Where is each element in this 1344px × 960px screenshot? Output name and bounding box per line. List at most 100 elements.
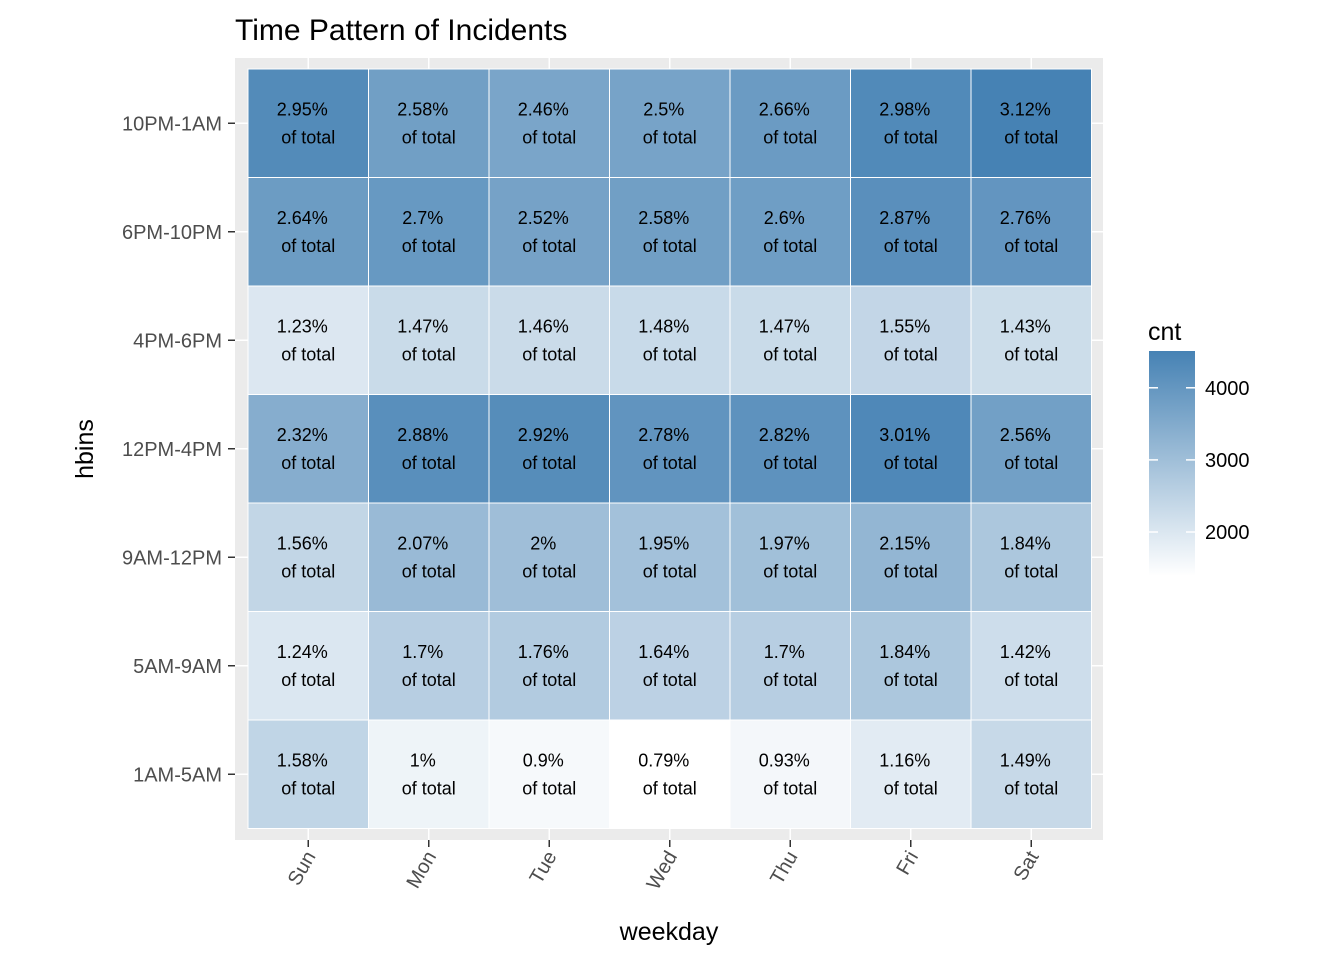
heatmap-cell (368, 68, 490, 178)
heatmap-cell (488, 611, 610, 721)
cell-suffix-label: of total (522, 127, 576, 147)
y-tick-label: 1AM-5AM (133, 764, 222, 786)
heatmap-cell (368, 719, 490, 829)
cell-labels: 2.95% of total 2.58% of total 2.46% of total 2… (277, 99, 1059, 798)
cell-suffix-label: of total (884, 453, 938, 473)
heatmap-cell (609, 68, 731, 178)
cell-suffix-label: of total (763, 344, 817, 364)
legend-ticks: 2000 3000 4000 (1149, 378, 1250, 544)
cell-percent-label: 1.97% (759, 533, 810, 553)
cell-percent-label: 2.52% (518, 208, 569, 228)
cell-suffix-label: of total (281, 453, 335, 473)
heatmap-cells (247, 68, 1092, 829)
heatmap-cell (488, 177, 610, 287)
x-tick-label: Tue (526, 848, 562, 888)
cell-suffix-label: of total (884, 236, 938, 256)
cell-suffix-label: of total (1004, 453, 1058, 473)
y-tick-label: 4PM-6PM (133, 330, 222, 352)
heatmap-cell (850, 177, 972, 287)
cell-suffix-label: of total (643, 778, 697, 798)
heatmap-cell (850, 719, 972, 829)
heatmap-cell (729, 611, 851, 721)
cell-percent-label: 1.47% (759, 316, 810, 336)
x-tick-label: Wed (643, 848, 682, 894)
heatmap-cell (850, 502, 972, 612)
cell-percent-label: 3.01% (879, 425, 930, 445)
heatmap-cell (970, 394, 1092, 504)
cell-suffix-label: of total (643, 344, 697, 364)
cell-percent-label: 2.88% (397, 425, 448, 445)
legend-tick-label: 2000 (1205, 522, 1250, 544)
cell-percent-label: 1.95% (638, 533, 689, 553)
legend-colorbar (1149, 351, 1195, 576)
y-tick-label: 10PM-1AM (122, 113, 222, 135)
cell-percent-label: 0.9% (523, 750, 564, 770)
cell-percent-label: 1.43% (1000, 316, 1051, 336)
cell-percent-label: 2.82% (759, 425, 810, 445)
cell-suffix-label: of total (522, 453, 576, 473)
cell-percent-label: 1.84% (879, 642, 930, 662)
cell-percent-label: 0.79% (638, 750, 689, 770)
heatmap-cell (970, 285, 1092, 395)
x-tick-label: Sat (1010, 847, 1044, 884)
cell-percent-label: 2.46% (518, 99, 569, 119)
cell-percent-label: 1.46% (518, 316, 569, 336)
cell-percent-label: 2.87% (879, 208, 930, 228)
heatmap-cell (368, 611, 490, 721)
heatmap-cell (850, 394, 972, 504)
y-tick-label: 6PM-10PM (122, 222, 222, 244)
heatmap-cell (247, 502, 369, 612)
heatmap-cell (850, 611, 972, 721)
cell-suffix-label: of total (522, 344, 576, 364)
cell-suffix-label: of total (643, 127, 697, 147)
y-axis: 10PM-1AM 6PM-10PM 4PM-6PM 12PM-4PM 9AM-12PM 5… (122, 113, 235, 786)
x-tick-label: Sun (284, 848, 321, 890)
y-tick-label: 5AM-9AM (133, 656, 222, 678)
cell-suffix-label: of total (402, 778, 456, 798)
heatmap-cell (850, 68, 972, 178)
cell-percent-label: 1.58% (277, 750, 328, 770)
heatmap-cell (368, 394, 490, 504)
heatmap-cell (850, 285, 972, 395)
cell-suffix-label: of total (763, 561, 817, 581)
cell-suffix-label: of total (643, 453, 697, 473)
heatmap-cell (729, 502, 851, 612)
heatmap-cell (247, 285, 369, 395)
heatmap-cell (488, 502, 610, 612)
cell-percent-label: 1.42% (1000, 642, 1051, 662)
heatmap-cell (609, 719, 731, 829)
cell-percent-label: 1.23% (277, 316, 328, 336)
heatmap-cell (368, 285, 490, 395)
heatmap-cell (488, 285, 610, 395)
cell-suffix-label: of total (281, 236, 335, 256)
x-tick-label: Mon (403, 848, 442, 893)
cell-suffix-label: of total (643, 561, 697, 581)
cell-suffix-label: of total (1004, 344, 1058, 364)
cell-percent-label: 1.56% (277, 533, 328, 553)
cell-percent-label: 0.93% (759, 750, 810, 770)
cell-percent-label: 1.76% (518, 642, 569, 662)
heatmap-cell (729, 719, 851, 829)
cell-percent-label: 1% (410, 750, 436, 770)
heatmap-cell (247, 719, 369, 829)
cell-percent-label: 2.5% (643, 99, 684, 119)
cell-suffix-label: of total (281, 561, 335, 581)
cell-percent-label: 1.64% (638, 642, 689, 662)
cell-percent-label: 2.76% (1000, 208, 1051, 228)
cell-percent-label: 2.32% (277, 425, 328, 445)
cell-suffix-label: of total (643, 670, 697, 690)
cell-suffix-label: of total (1004, 236, 1058, 256)
cell-suffix-label: of total (763, 670, 817, 690)
cell-suffix-label: of total (522, 670, 576, 690)
cell-suffix-label: of total (643, 236, 697, 256)
cell-suffix-label: of total (763, 778, 817, 798)
cell-suffix-label: of total (281, 127, 335, 147)
legend-tick-label: 4000 (1205, 378, 1250, 400)
heatmap-cell (970, 502, 1092, 612)
heatmap-cell (609, 611, 731, 721)
cell-suffix-label: of total (522, 236, 576, 256)
cell-suffix-label: of total (884, 344, 938, 364)
heatmap-cell (729, 285, 851, 395)
cell-percent-label: 1.7% (764, 642, 805, 662)
cell-percent-label: 2.92% (518, 425, 569, 445)
